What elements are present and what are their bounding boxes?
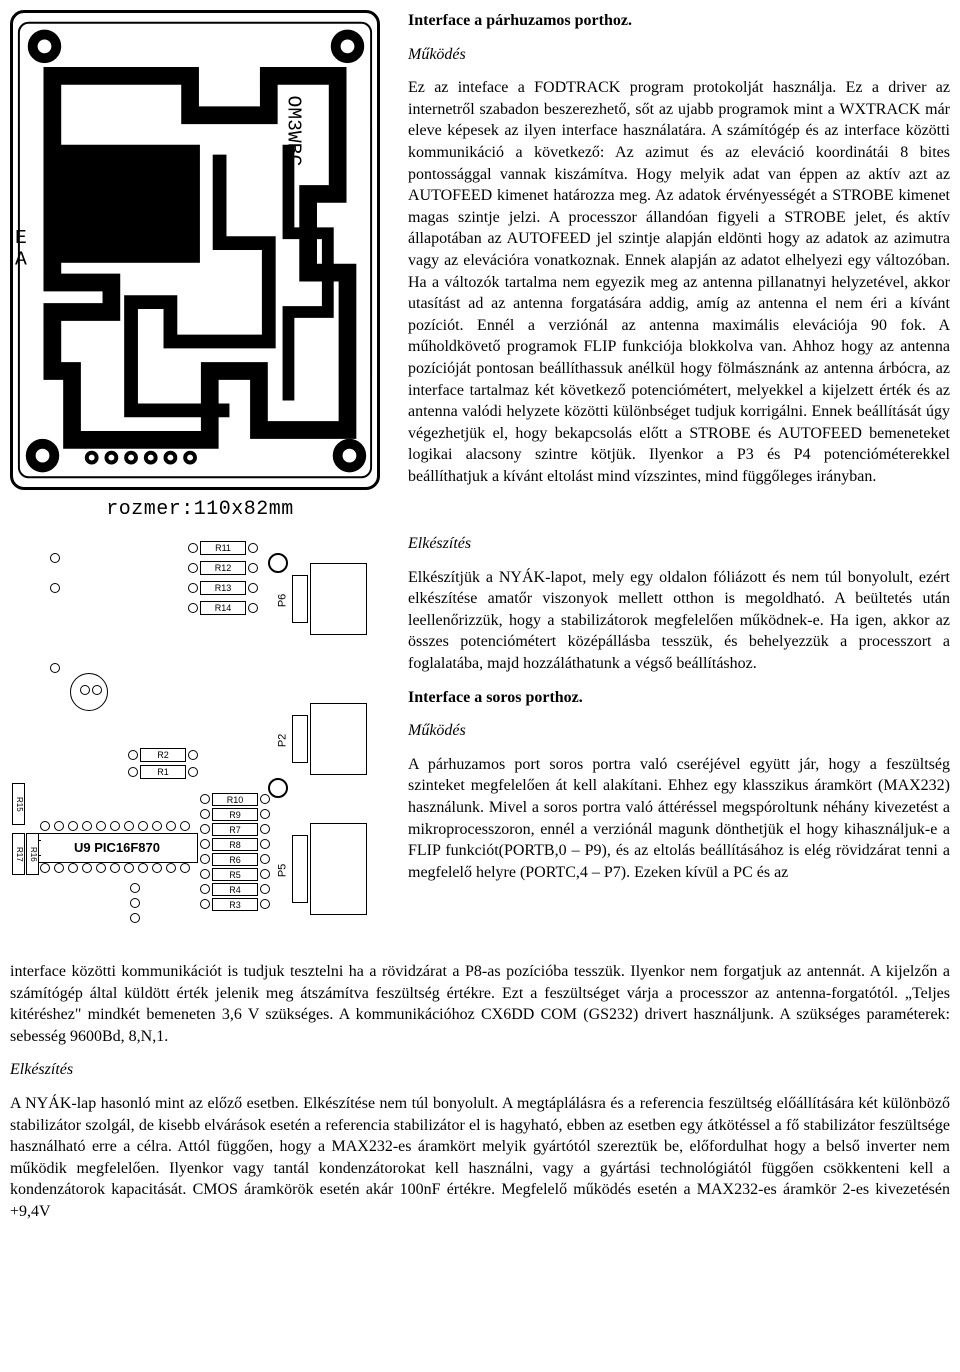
chip-label: U9 PIC16F870 [36,833,198,863]
r-label: R1 [140,765,186,779]
pcb-caption: rozmer:110x82mm [10,496,390,523]
svg-text:A: A [15,249,27,271]
pcb-vertical-text: OM3WBC [282,96,304,167]
r-label: R11 [200,541,246,555]
mid-section: R11 R12 R13 R14 P6 R2 R1 [10,533,950,973]
section3-body-full: interface közötti kommunikációt is tudju… [10,961,950,1047]
top-section: OM3WBC E A rozmer:110x82mm Interface a p… [10,10,950,533]
pcb-image: OM3WBC E A [10,10,380,490]
r-label: R14 [200,601,246,615]
section4-subtitle: Elkészítés [10,1059,950,1081]
svg-text:E: E [15,227,27,249]
pcb-figure: OM3WBC E A rozmer:110x82mm [10,10,390,523]
section4-body: A NYÁK-lap hasonló mint az előző esetben… [10,1093,950,1223]
r-label: R13 [200,581,246,595]
schematic-figure: R11 R12 R13 R14 P6 R2 R1 [10,533,390,963]
r-label: R2 [140,748,186,762]
r-label: R12 [200,561,246,575]
schematic-image: R11 R12 R13 R14 P6 R2 R1 [10,533,380,963]
